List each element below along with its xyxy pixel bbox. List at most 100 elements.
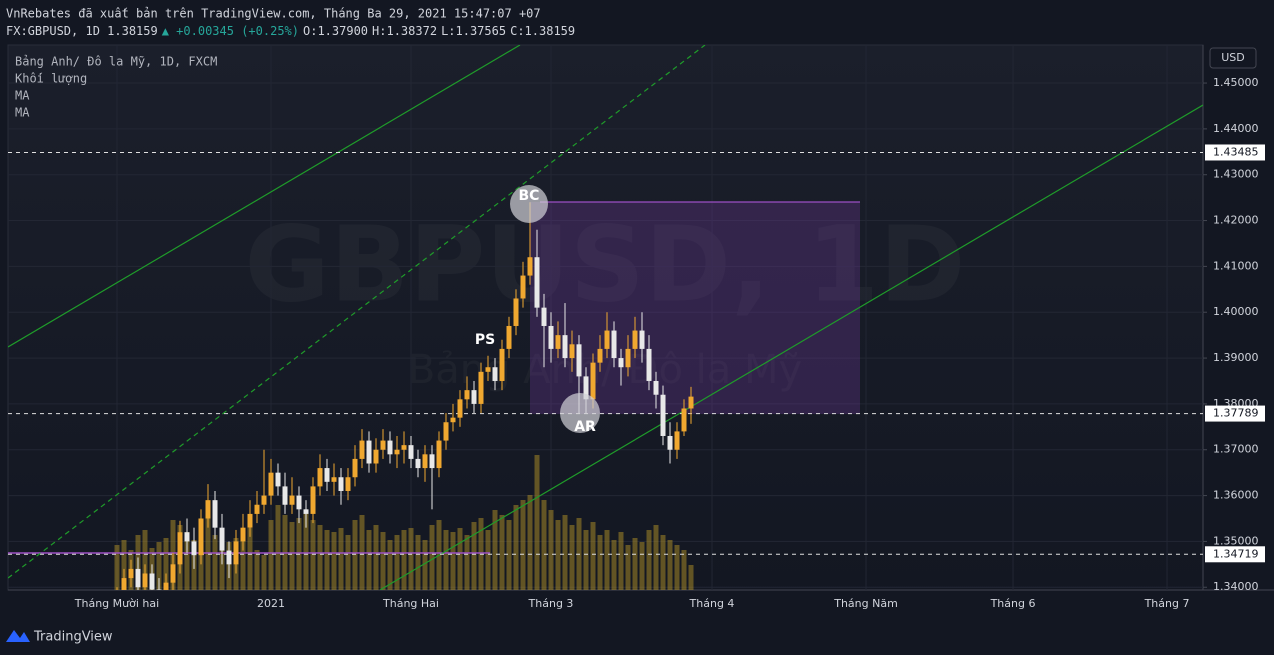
candle-body [625,348,631,368]
currency[interactable]: USD [1221,51,1245,64]
candle-body [282,486,288,505]
volume-bar [331,532,337,590]
y-tick-label: 1.39000 [1213,351,1259,364]
volume-bar [562,515,568,590]
volume-bar [534,455,540,590]
y-tick-label: 1.44000 [1213,122,1259,135]
candle-body [548,325,554,349]
volume-bar [471,522,477,590]
volume-bar [415,535,421,590]
volume-bar [457,528,463,590]
y-tick-label: 1.43000 [1213,168,1259,181]
volume-bar [317,525,323,590]
candle-body [373,449,379,464]
candle-body [401,445,407,450]
candle-body [555,335,561,349]
volume-bar [422,540,428,590]
plot: GBPUSD, 1D Bảng Anh/ Đô la Mỹ [8,45,1203,590]
volume-bar [303,510,309,590]
candle-body [618,358,624,368]
candle-body [198,518,204,556]
candle-body [632,330,638,349]
candle-body [660,394,666,436]
volume-bar [632,538,638,590]
candle-body [604,330,610,349]
candle-body [121,578,127,590]
candle-body [674,431,680,450]
volume-bar [394,535,400,590]
candle-body [597,348,603,363]
candle-body [457,399,463,418]
volume-bar [268,520,274,590]
volume-bar [499,515,505,590]
candle-body [422,454,428,469]
candle-body [303,509,309,514]
volume-bar [408,528,414,590]
volume-bar [492,510,498,590]
volume-bar [688,565,694,590]
volume-bar [324,530,330,590]
y-tick-label: 1.34000 [1213,580,1259,593]
candle-body [520,275,526,299]
candle-body [436,440,442,469]
volume-bar [352,520,358,590]
volume-bar [541,500,547,590]
currency-box[interactable] [1209,47,1257,69]
candle-body [247,513,253,528]
logo-text[interactable]: TradingView [33,630,113,645]
low: L:1.37565 [441,24,506,38]
price-level-box [1205,405,1265,422]
candle-body [331,477,337,482]
price-level-label: 1.43485 [1213,145,1259,158]
price-level-label: 1.34719 [1213,547,1259,560]
y-tick-label: 1.35000 [1213,534,1259,547]
candle-body [527,257,533,276]
open: O:1.37900 [303,24,368,38]
candle-body [296,495,302,510]
y-tick-label: 1.37000 [1213,443,1259,456]
candle-body [338,477,344,491]
symbol-info: FX:GBPUSD, 1D 1.38159 ▲ +0.00345 (+0.25%)… [6,24,575,38]
price-level-label: 1.37789 [1213,407,1259,420]
candle-body [212,500,218,528]
y-tick-label: 1.42000 [1213,214,1259,227]
candle-body [478,371,484,404]
candle-body [275,472,281,487]
candle-body [681,408,687,432]
candle-body [128,568,134,579]
candle-body [380,440,386,450]
candle-body [639,330,645,349]
volume-bar [261,555,267,590]
volume-bar [464,535,470,590]
price-level-box [1205,144,1265,161]
candle-body [135,568,141,588]
tradingview-logo[interactable]: TradingView [6,630,113,645]
candle-body [450,417,456,423]
channel-upper [8,45,521,348]
volume-bar [429,525,435,590]
volume-bar [156,542,162,590]
publish-info: VnRebates đã xuất bản trên TradingView.c… [6,7,541,21]
legend-ma: MA [15,89,30,103]
annotation-bc: BC [519,188,540,204]
volume-bar [485,530,491,590]
volume-bar [254,550,260,590]
channel-lower [379,104,1203,590]
volume-bar [527,495,533,590]
volume-bar [275,505,281,590]
volume-bar [513,505,519,590]
change: ▲ +0.00345 (+0.25%) [162,24,299,38]
x-tick-label: Tháng 4 [689,597,735,610]
volume-bar [247,528,253,590]
candle-body [583,376,589,400]
close: C:1.38159 [510,24,575,38]
candle-body [317,468,323,487]
logo-icon[interactable] [6,630,30,642]
volume-bar [681,550,687,590]
candle-body [513,298,519,326]
candle-body [387,440,393,455]
x-tick-label: Tháng Hai [382,597,439,610]
y-tick-label: 1.36000 [1213,489,1259,502]
candle-body [408,445,414,459]
